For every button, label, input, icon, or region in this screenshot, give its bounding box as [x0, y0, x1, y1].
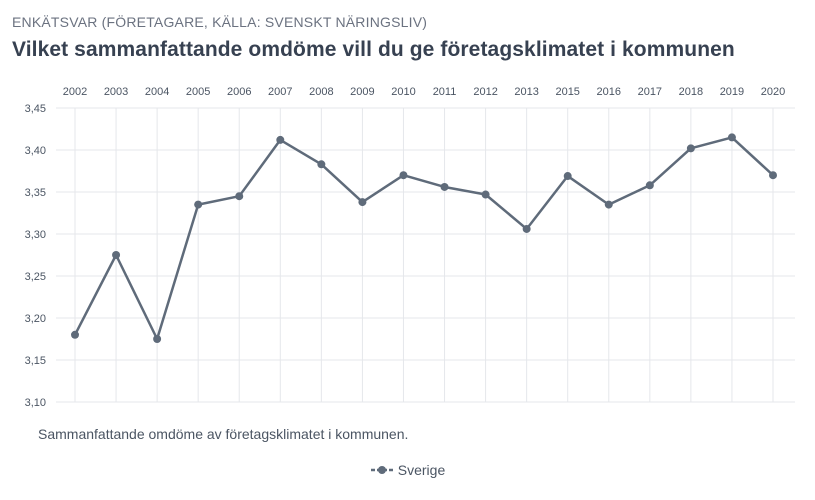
data-point [686, 144, 695, 153]
legend: Sverige [0, 462, 815, 478]
data-point [563, 172, 572, 181]
data-point [153, 335, 162, 343]
y-tick-label: 3,40 [25, 145, 46, 157]
data-point [727, 133, 736, 142]
x-tick-label: 2013 [514, 86, 538, 98]
x-tick-label: 2003 [104, 86, 128, 98]
x-tick-label: 2020 [761, 86, 785, 98]
x-tick-label: 2004 [145, 86, 169, 98]
data-point [522, 224, 531, 233]
x-tick-label: 2018 [679, 86, 703, 98]
x-tick-label: 2011 [433, 86, 457, 98]
x-tick-label: 2019 [720, 86, 744, 98]
x-tick-label: 2010 [391, 86, 415, 98]
y-tick-label: 3,25 [25, 271, 46, 283]
legend-label: Sverige [397, 462, 446, 478]
x-tick-label: 2009 [350, 86, 374, 98]
y-tick-label: 3,20 [25, 313, 46, 325]
x-tick-label: 2012 [473, 86, 497, 98]
legend-item-sverige[interactable]: Sverige [370, 462, 445, 478]
data-point [276, 135, 285, 144]
legend-line-marker-icon [370, 466, 393, 474]
y-tick-label: 3,35 [25, 187, 46, 199]
chart-title: Vilket sammanfattande omdöme vill du ge … [12, 38, 735, 61]
y-tick-label: 3,45 [25, 103, 46, 115]
series-line [73, 136, 775, 341]
x-tick-label: 2005 [186, 86, 210, 98]
data-point [604, 200, 613, 209]
x-tick-label: 2016 [597, 86, 621, 98]
y-tick-label: 3,10 [25, 397, 46, 409]
y-tick-label: 3,15 [25, 355, 46, 367]
y-tick-label: 3,30 [25, 229, 46, 241]
data-point [399, 171, 408, 180]
data-point [358, 198, 367, 207]
x-tick-label: 2002 [63, 86, 87, 98]
data-point [235, 192, 244, 201]
data-point [440, 182, 449, 191]
x-tick-label: 2006 [227, 86, 251, 98]
data-point [481, 190, 490, 199]
data-point [317, 160, 326, 169]
x-tick-label: 2008 [309, 86, 333, 98]
chart-caption: Sammanfattande omdöme av företagsklimate… [38, 426, 409, 442]
x-tick-label: 2017 [638, 86, 662, 98]
chart-subtitle: ENKÄTSVAR (FÖRETAGARE, KÄLLA: SVENSKT NÄ… [12, 14, 428, 30]
x-tick-label: 2007 [268, 86, 292, 98]
data-point [769, 171, 777, 180]
line-chart: 3,45 3,40 3,35 3,30 3,25 3,20 3,15 3,10 2002 2003… [25, 86, 795, 409]
data-point [194, 200, 203, 209]
data-point [112, 251, 121, 259]
x-tick-label: 2015 [555, 86, 579, 98]
data-point [645, 181, 654, 190]
data-point [71, 330, 79, 339]
